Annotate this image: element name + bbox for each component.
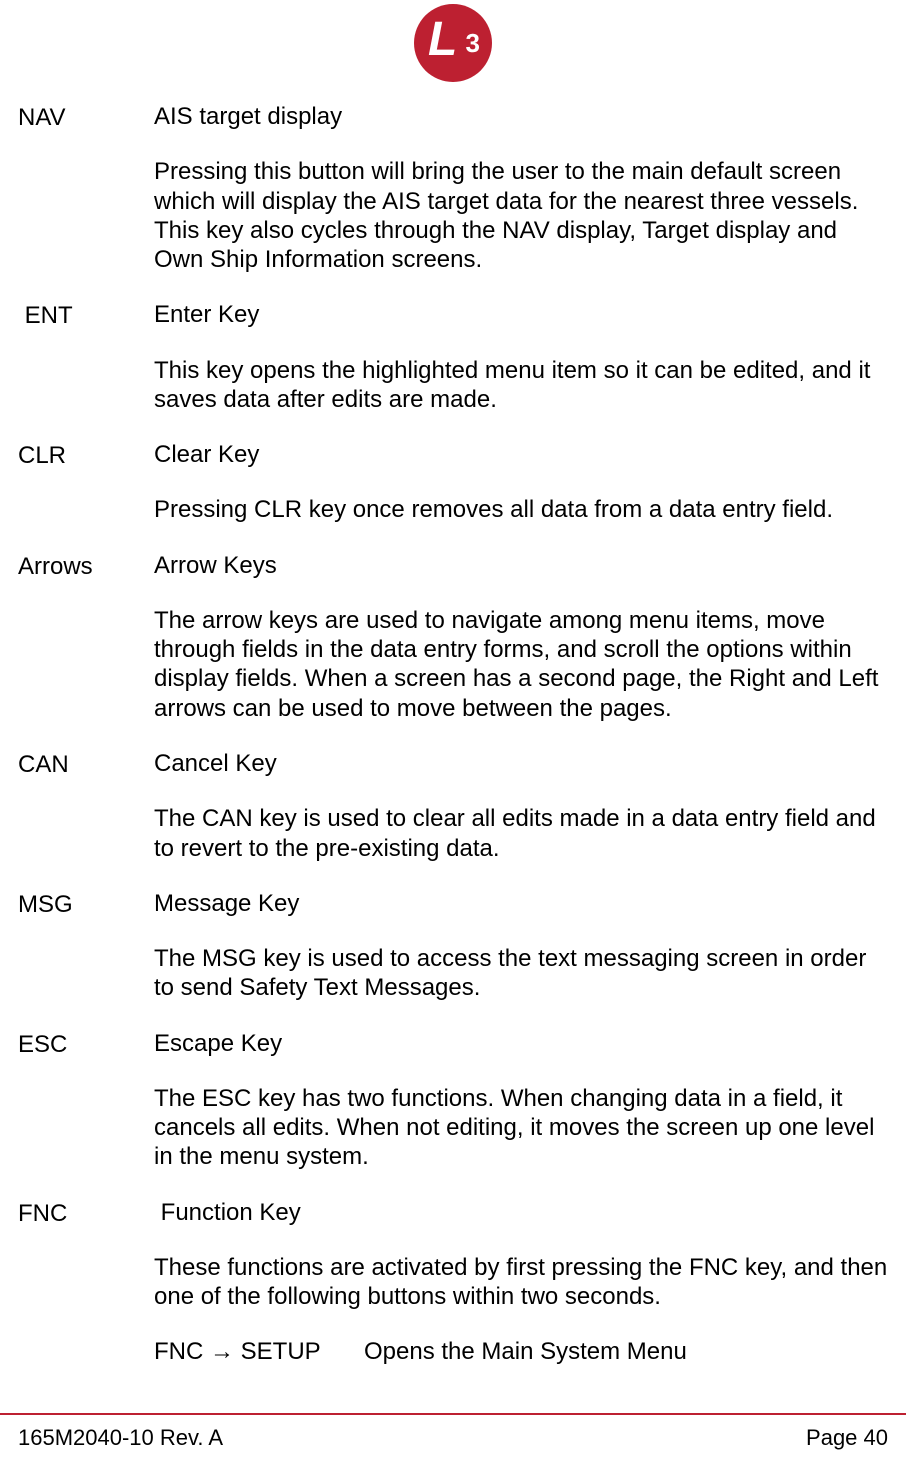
entry-msg: MSG Message Key The MSG key is used to a…: [18, 889, 888, 1003]
key-label: Arrows: [18, 551, 154, 723]
l3-logo: L 3: [414, 4, 492, 82]
desc-col: Arrow Keys The arrow keys are used to na…: [154, 551, 888, 723]
footer: 165M2040-10 Rev. A Page 40: [0, 1413, 906, 1471]
header: L 3: [0, 0, 906, 92]
desc-title: Function Key: [154, 1198, 888, 1227]
desc-title: Clear Key: [154, 440, 888, 469]
desc-title: Enter Key: [154, 300, 888, 329]
desc-body: Pressing this button will bring the user…: [154, 157, 888, 274]
key-label: MSG: [18, 889, 154, 1003]
entry-esc: ESC Escape Key The ESC key has two funct…: [18, 1029, 888, 1172]
desc-col: Escape Key The ESC key has two functions…: [154, 1029, 888, 1172]
entry-nav: NAV AIS target display Pressing this but…: [18, 102, 888, 274]
desc-body: This key opens the highlighted menu item…: [154, 356, 888, 415]
footer-left: 165M2040-10 Rev. A: [18, 1425, 223, 1451]
key-label: CAN: [18, 749, 154, 863]
desc-title: Escape Key: [154, 1029, 888, 1058]
entry-ent: ENT Enter Key This key opens the highlig…: [18, 300, 888, 414]
desc-body: The arrow keys are used to navigate amon…: [154, 606, 888, 723]
desc-title: Cancel Key: [154, 749, 888, 778]
desc-body: The CAN key is used to clear all edits m…: [154, 804, 888, 863]
desc-col: Clear Key Pressing CLR key once removes …: [154, 440, 888, 525]
desc-body: The ESC key has two functions. When chan…: [154, 1084, 888, 1172]
logo-letter: L: [428, 16, 457, 64]
page-container: L 3 NAV AIS target display Pressing this…: [0, 0, 906, 1471]
entry-arrows: Arrows Arrow Keys The arrow keys are use…: [18, 551, 888, 723]
fnc-sub-right: Opens the Main System Menu: [364, 1337, 687, 1366]
entry-clr: CLR Clear Key Pressing CLR key once remo…: [18, 440, 888, 525]
desc-title: Arrow Keys: [154, 551, 888, 580]
key-label: CLR: [18, 440, 154, 525]
entry-fnc: FNC Function Key These functions are act…: [18, 1198, 888, 1367]
key-label: FNC: [18, 1198, 154, 1367]
desc-col: AIS target display Pressing this button …: [154, 102, 888, 274]
key-label: NAV: [18, 102, 154, 274]
logo-number: 3: [466, 30, 480, 56]
fnc-sub-left: FNC → SETUP: [154, 1337, 364, 1366]
desc-col: Function Key These functions are activat…: [154, 1198, 888, 1367]
desc-title: Message Key: [154, 889, 888, 918]
entry-can: CAN Cancel Key The CAN key is used to cl…: [18, 749, 888, 863]
key-label: ESC: [18, 1029, 154, 1172]
desc-col: Enter Key This key opens the highlighted…: [154, 300, 888, 414]
desc-body: The MSG key is used to access the text m…: [154, 944, 888, 1003]
desc-body: These functions are activated by first p…: [154, 1253, 888, 1312]
key-label: ENT: [18, 300, 154, 414]
fnc-sub-row: FNC → SETUP Opens the Main System Menu: [154, 1337, 888, 1366]
desc-title: AIS target display: [154, 102, 888, 131]
desc-col: Message Key The MSG key is used to acces…: [154, 889, 888, 1003]
content-area: NAV AIS target display Pressing this but…: [0, 92, 906, 1413]
footer-right: Page 40: [806, 1425, 888, 1451]
desc-body: Pressing CLR key once removes all data f…: [154, 495, 888, 524]
desc-col: Cancel Key The CAN key is used to clear …: [154, 749, 888, 863]
